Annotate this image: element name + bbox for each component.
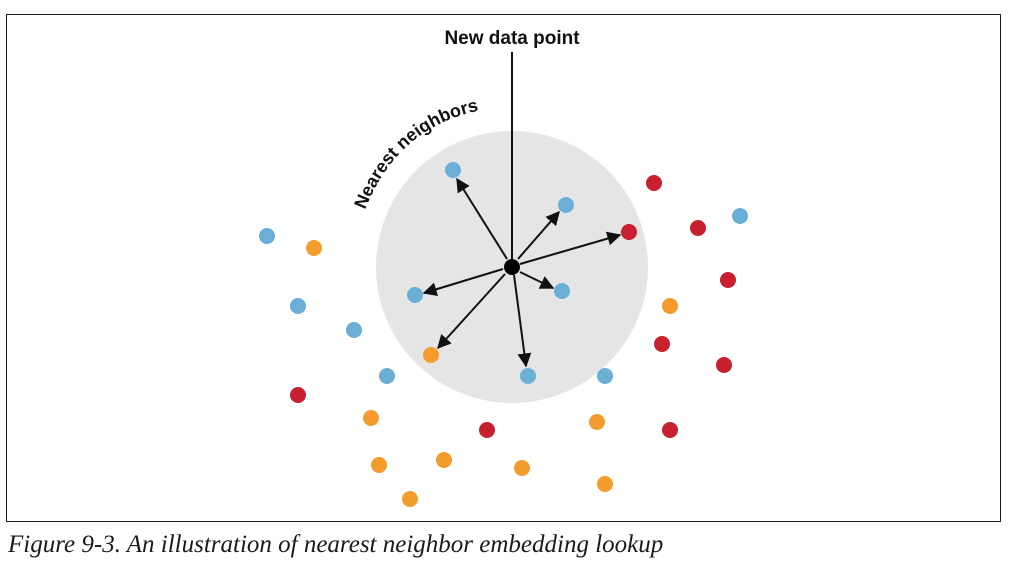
data-point-blue (732, 208, 748, 224)
data-point-orange (597, 476, 613, 492)
neighbor-point-blue (407, 287, 423, 303)
data-point-red (716, 357, 732, 373)
neighbor-point-blue (520, 368, 536, 384)
data-point-blue (597, 368, 613, 384)
data-point-orange (514, 460, 530, 476)
arrow-to-neighbor (437, 273, 506, 350)
data-point-orange (589, 414, 605, 430)
new-data-point (504, 259, 520, 275)
neighbor-point-blue (558, 197, 574, 213)
data-point-orange (402, 491, 418, 507)
data-point-blue (290, 298, 306, 314)
neighbor-point-blue (554, 283, 570, 299)
data-point-blue (379, 368, 395, 384)
data-point-orange (306, 240, 322, 256)
data-point-red (720, 272, 736, 288)
data-point-orange (662, 298, 678, 314)
figure-caption: Figure 9-3. An illustration of nearest n… (8, 531, 664, 558)
data-point-red (654, 336, 670, 352)
arrow-to-neighbor (517, 210, 560, 260)
data-point-orange (436, 452, 452, 468)
data-point-orange (363, 410, 379, 426)
arrow-to-neighbor (456, 177, 508, 260)
arrow-to-neighbor (422, 268, 504, 297)
new-point-label: New data point (444, 28, 580, 49)
neighbor-point-blue (445, 162, 461, 178)
arrow-to-neighbor (519, 231, 622, 265)
data-point-red (662, 422, 678, 438)
data-point-red (290, 387, 306, 403)
data-point-orange (371, 457, 387, 473)
neighbor-arrows (422, 177, 622, 368)
data-points (259, 175, 748, 507)
data-point-red (646, 175, 662, 191)
neighbor-points (407, 162, 637, 384)
arrow-to-neighbor (513, 274, 532, 368)
data-point-blue (259, 228, 275, 244)
arrow-to-neighbor (519, 271, 555, 289)
neighbor-point-red (621, 224, 637, 240)
data-point-red (479, 422, 495, 438)
data-point-red (690, 220, 706, 236)
data-point-blue (346, 322, 362, 338)
neighbor-point-orange (423, 347, 439, 363)
